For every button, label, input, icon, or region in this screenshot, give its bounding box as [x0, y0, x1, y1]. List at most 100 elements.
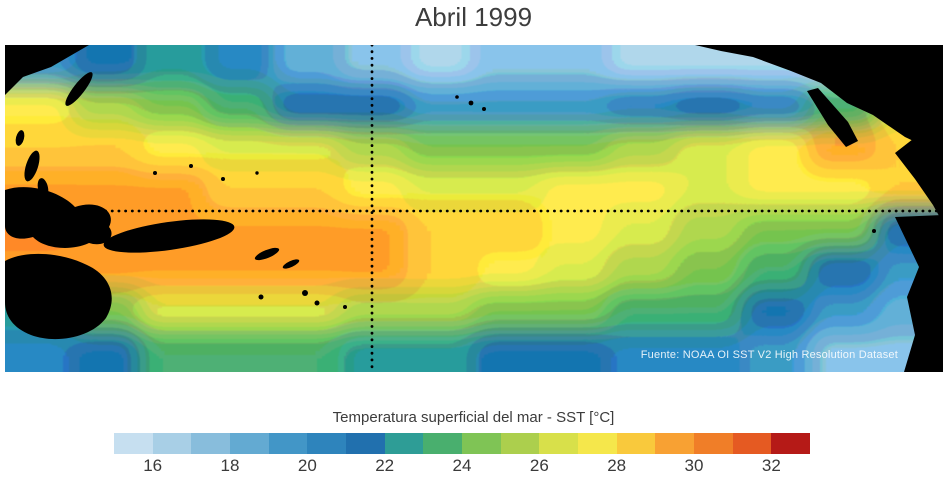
- colorbar-label: Temperatura superficial del mar - SST [°…: [332, 409, 615, 426]
- land-baja-california: [807, 88, 858, 147]
- sst-cell: [809, 167, 877, 210]
- sst-cell: [474, 331, 542, 372]
- colorbar-cell: [732, 433, 772, 454]
- map-gridlines: [5, 45, 943, 372]
- sst-cell: [273, 249, 341, 292]
- sst-cell: [273, 290, 341, 332]
- sst-cell: [675, 208, 743, 251]
- sst-cell: [474, 45, 542, 87]
- sst-cell: [809, 331, 877, 372]
- sst-cell: [5, 85, 73, 128]
- sst-cell: [340, 126, 408, 169]
- colorbar-tick: 26: [529, 456, 549, 475]
- sst-cell: [340, 290, 408, 332]
- sst-cell: [608, 167, 676, 210]
- sst-cell: [407, 331, 475, 372]
- colorbar-tick: 28: [607, 456, 627, 475]
- land-south-america: [895, 215, 943, 372]
- colorbar-cell: [346, 433, 385, 454]
- sst-cell: [206, 167, 274, 210]
- sst-cell: [809, 249, 877, 292]
- sst-cell: [72, 85, 140, 128]
- melanesia-islands: [258, 290, 347, 309]
- sst-cell: [139, 249, 207, 292]
- land-new-guinea: [103, 219, 235, 253]
- sst-cell: [273, 331, 341, 372]
- sst-cell: [474, 249, 542, 292]
- sst-cell: [206, 126, 274, 169]
- colorbar-cell: [268, 433, 308, 454]
- sst-cell: [608, 126, 676, 169]
- land-indonesia: [5, 187, 112, 248]
- sst-cell: [407, 167, 475, 210]
- sst-cell: [407, 208, 475, 251]
- sst-cell: [474, 290, 542, 332]
- land-northeast-asia: [5, 45, 89, 95]
- sst-cell: [139, 126, 207, 169]
- land-taiwan: [15, 130, 25, 146]
- land-mask: [5, 45, 943, 372]
- sst-cell: [474, 208, 542, 251]
- sst-cell: [340, 167, 408, 210]
- land-central-america: [895, 139, 943, 223]
- land-north-america: [695, 45, 943, 155]
- figure-title: Abril 1999: [414, 2, 533, 32]
- sst-cell: [340, 45, 408, 87]
- colorbar-cell: [307, 433, 347, 454]
- sst-cell: [72, 331, 140, 372]
- colorbar-tick: 24: [452, 456, 472, 475]
- sst-cell: [675, 290, 743, 332]
- sst-cell: [541, 208, 609, 251]
- colorbar-cell: [500, 433, 540, 454]
- sst-cell: [407, 45, 475, 87]
- galapagos-islands: [872, 229, 876, 233]
- sst-cell: [72, 126, 140, 169]
- colorbar-tick: 18: [220, 456, 240, 475]
- sst-map-canvas: [5, 45, 943, 372]
- sst-cell: [541, 249, 609, 292]
- solomon-islands: [254, 247, 300, 269]
- colorbar-cell: [423, 433, 463, 454]
- colorbar-cell: [191, 433, 231, 454]
- sst-cell: [72, 167, 140, 210]
- sst-cell: [675, 249, 743, 292]
- sst-cell: [742, 85, 810, 128]
- sst-cell: [675, 331, 743, 372]
- sst-cell: [474, 85, 542, 128]
- sst-cell: [340, 331, 408, 372]
- colorbar-cell: [616, 433, 656, 454]
- colorbar-cell: [230, 433, 269, 454]
- colorbar-ticks: 16 18 20 22 24 26 28 30 32: [114, 456, 810, 478]
- sst-cell: [742, 290, 810, 332]
- colorbar-cell: [655, 433, 695, 454]
- sst-cell: [206, 290, 274, 332]
- sst-cell: [139, 85, 207, 128]
- sst-cell: [742, 249, 810, 292]
- sst-cell: [474, 167, 542, 210]
- sst-cell: [809, 208, 877, 251]
- colorbar-cell: [462, 433, 501, 454]
- colorbar-tick: 16: [143, 456, 163, 475]
- sst-cell: [273, 208, 341, 251]
- colorbar: [114, 433, 811, 454]
- sst-cell: [541, 45, 609, 87]
- land-australia: [5, 253, 112, 340]
- sst-cell: [675, 167, 743, 210]
- sst-cell: [608, 208, 676, 251]
- sst-cell: [742, 208, 810, 251]
- sst-cell: [206, 85, 274, 128]
- sst-cell: [541, 85, 609, 128]
- sst-cell: [608, 249, 676, 292]
- sst-cell: [206, 45, 274, 87]
- sst-cell: [407, 290, 475, 332]
- sst-cell: [273, 45, 341, 87]
- sst-cell: [742, 126, 810, 169]
- sst-cell: [608, 85, 676, 128]
- sst-cell: [407, 126, 475, 169]
- sst-cell: [608, 290, 676, 332]
- colorbar-tick: 20: [297, 456, 317, 475]
- sst-cell: [273, 167, 341, 210]
- colorbar-cell: [539, 433, 579, 454]
- sst-cell: [340, 208, 408, 251]
- hawaii-islands: [455, 95, 486, 111]
